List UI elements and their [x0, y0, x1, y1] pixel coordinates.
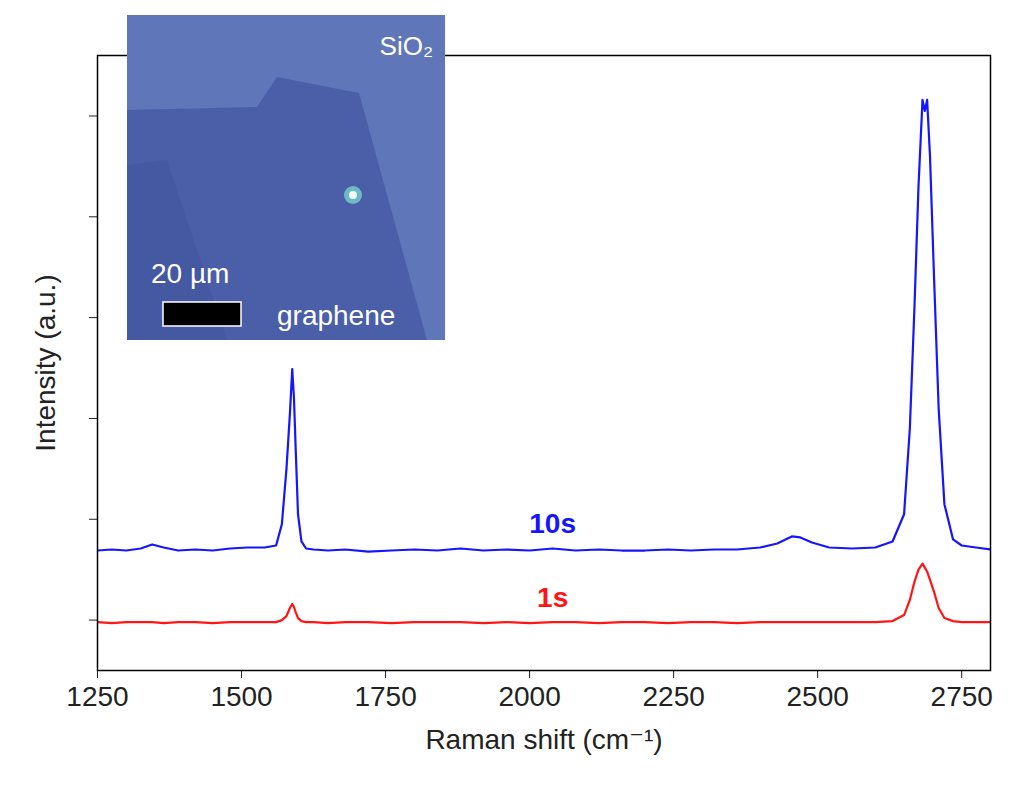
svg-text:SiO₂: SiO₂ [380, 31, 433, 61]
svg-text:20 µm: 20 µm [151, 258, 229, 289]
svg-text:10s: 10s [529, 508, 576, 539]
svg-text:2750: 2750 [931, 681, 993, 712]
svg-text:1500: 1500 [210, 681, 272, 712]
svg-text:1250: 1250 [66, 681, 128, 712]
svg-text:2250: 2250 [642, 681, 704, 712]
svg-text:1s: 1s [537, 582, 568, 613]
svg-text:graphene: graphene [277, 300, 395, 331]
svg-text:Intensity (a.u.): Intensity (a.u.) [30, 274, 61, 451]
svg-text:2500: 2500 [787, 681, 849, 712]
svg-text:Raman shift (cm⁻¹): Raman shift (cm⁻¹) [425, 724, 662, 755]
svg-text:1750: 1750 [354, 681, 416, 712]
svg-text:2000: 2000 [498, 681, 560, 712]
